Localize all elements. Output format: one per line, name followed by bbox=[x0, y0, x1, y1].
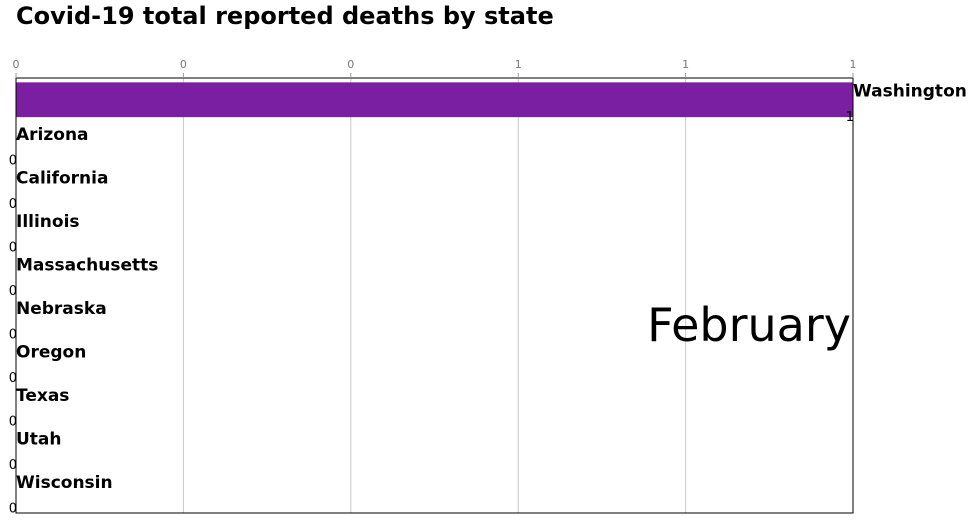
bar-value-label: 0 bbox=[9, 502, 17, 517]
label-layer: Washington1Arizona0California0Illinois0M… bbox=[9, 81, 967, 516]
bar-category-label: Utah bbox=[16, 429, 62, 449]
tick-layer: 0 0 0 1 1 1 bbox=[13, 58, 857, 78]
chart-title: Covid-19 total reported deaths by state bbox=[16, 2, 554, 30]
bar-value-label: 0 bbox=[9, 371, 17, 386]
bar bbox=[16, 82, 853, 118]
bar-value-label: 0 bbox=[9, 241, 17, 256]
x-tick-label: 0 bbox=[347, 58, 354, 71]
bar-value-label: 0 bbox=[9, 197, 17, 212]
bar-category-label: Texas bbox=[16, 386, 69, 406]
bar-value-label: 0 bbox=[9, 415, 17, 430]
x-tick-label: 1 bbox=[682, 58, 689, 71]
x-tick-label: 1 bbox=[515, 58, 522, 71]
bar-category-label: Oregon bbox=[16, 342, 86, 362]
bar-category-label: Arizona bbox=[16, 125, 89, 145]
bar-category-label: Nebraska bbox=[16, 299, 107, 319]
bar-value-label: 0 bbox=[9, 458, 17, 473]
bar-layer bbox=[16, 82, 853, 118]
bar-category-label: Wisconsin bbox=[16, 473, 113, 493]
bar-value-label: 0 bbox=[9, 284, 17, 299]
bar-category-label: Illinois bbox=[16, 212, 80, 232]
bar-category-label: Washington bbox=[853, 81, 967, 101]
bar-value-label: 0 bbox=[9, 154, 17, 169]
x-tick-label: 0 bbox=[13, 58, 20, 71]
grid-layer bbox=[182, 78, 687, 513]
x-tick-label: 0 bbox=[180, 58, 187, 71]
bar-value-label: 0 bbox=[9, 328, 17, 343]
period-label: February bbox=[647, 298, 851, 352]
bar-category-label: California bbox=[16, 168, 108, 188]
plot-frame bbox=[15, 77, 854, 514]
bar-value-label: 1 bbox=[846, 110, 854, 125]
bar-category-label: Massachusetts bbox=[16, 255, 158, 275]
x-tick-label: 1 bbox=[850, 58, 857, 71]
